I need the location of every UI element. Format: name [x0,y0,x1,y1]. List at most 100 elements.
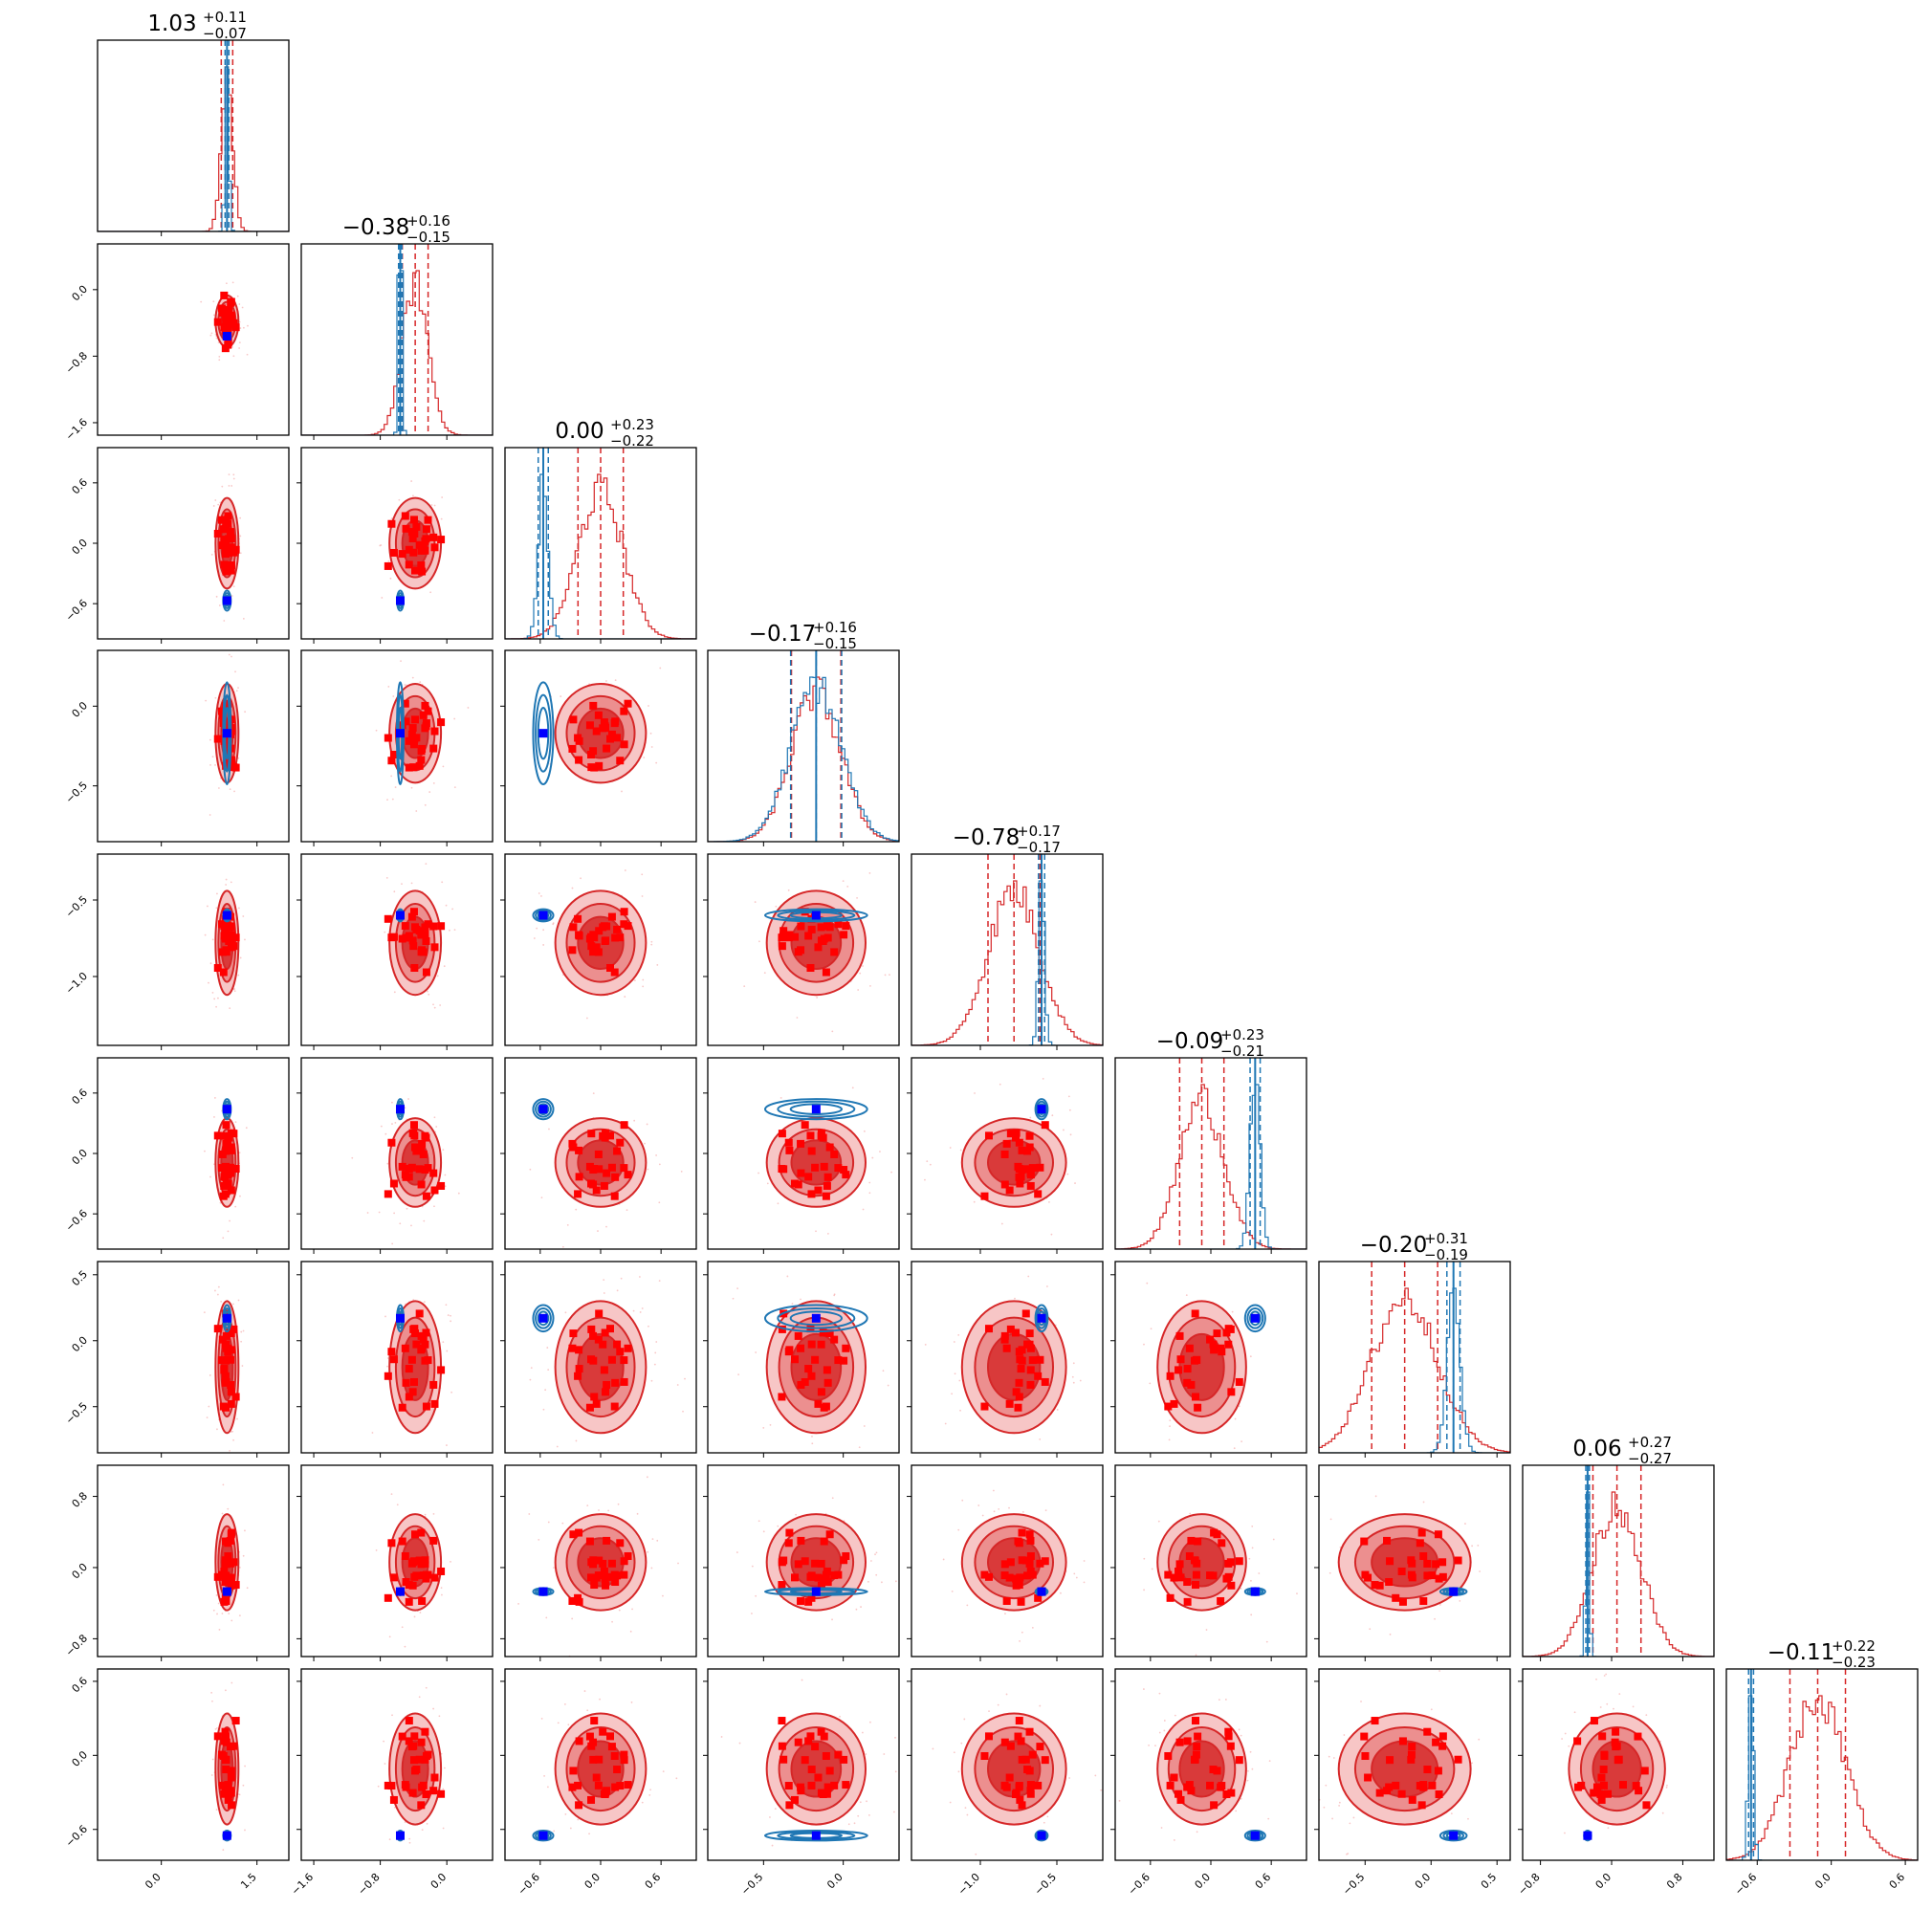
marker-red [217,1164,226,1173]
sample-point-red [662,1770,665,1772]
marker-red [607,1355,616,1364]
sample-point-red [957,1770,960,1773]
sample-point-red [413,1615,416,1618]
marker-red [1192,1717,1200,1725]
marker-red [840,1166,848,1175]
marker-red [624,1781,632,1789]
marker-red [592,1573,601,1582]
panel-frame [97,1057,290,1250]
sample-point-red [536,927,538,930]
marker-red [1416,1539,1424,1548]
sample-point-red [424,803,427,806]
marker-red [1183,1578,1192,1587]
sample-point-red [868,1813,870,1816]
marker-red [419,948,428,956]
marker-red [1428,1781,1437,1789]
marker-red [1021,1309,1030,1318]
sample-point-red [879,1151,881,1153]
histogram-red-0 [98,66,289,231]
marker-red [1397,1567,1406,1575]
panel-title-plus-0: +0.11 [203,9,247,26]
marker-red [1432,1738,1440,1746]
sample-point-red [1168,1438,1171,1441]
marker-red [1025,1143,1034,1152]
marker-truth [1037,1587,1046,1596]
marker-red [419,1335,428,1344]
panel-frame [97,1261,290,1454]
marker-red [410,735,419,743]
marker-red [1392,1593,1400,1602]
sample-point-red [1265,1640,1268,1643]
sample-point-red [542,929,545,932]
sample-point-red [658,1201,661,1204]
sample-point-red [826,1233,829,1235]
sample-point-red [215,907,218,910]
sample-point-red [1374,1495,1377,1498]
sample-point-red [959,1149,962,1152]
marker-red [1590,1789,1598,1797]
marker-truth [538,729,548,738]
marker-red [611,1378,620,1387]
sample-point-red [225,282,228,285]
sample-point-red [1478,1738,1481,1741]
marker-red [421,923,429,932]
marker-red [819,1328,827,1337]
marker-red [592,943,601,952]
marker-red [1023,1571,1032,1580]
sample-point-red [964,1807,967,1810]
panel-5-2 [500,1057,697,1254]
marker-red [822,1192,830,1200]
marker-red [228,1801,236,1810]
marker-red [1000,1335,1009,1344]
x-tick-label-3-0: −0.5 [738,1871,765,1898]
marker-red [1025,1767,1034,1775]
sample-point-red [451,908,454,911]
sample-point-red [1251,1547,1254,1549]
sample-point-red [1471,1545,1474,1548]
sample-point-red [447,1314,450,1316]
panel-frame [1318,1464,1511,1658]
marker-red [589,1180,598,1189]
sample-point-red [235,690,238,692]
marker-red [1235,1557,1243,1566]
sample-point-red [981,1514,984,1517]
sample-point-red [953,1341,955,1343]
marker-red [1419,1596,1428,1605]
sample-point-red [384,1315,386,1318]
sample-point-red [603,1279,605,1282]
sample-point-red [381,597,384,599]
marker-red [219,1751,228,1760]
marker-red [1360,1732,1369,1741]
sample-point-red [1661,1811,1664,1814]
marker-red [822,1751,830,1760]
sample-point-red [1369,1628,1372,1631]
marker-red [801,1377,809,1386]
marker-truth [811,911,821,920]
sample-point-red [1068,1109,1071,1111]
marker-red [221,1372,230,1380]
sample-point-red [542,1408,545,1411]
panel-3-0: −0.50.0 [63,649,290,846]
contour-blue-0 [1034,1830,1049,1842]
sample-point-red [650,746,653,748]
marker-truth [811,1313,821,1323]
marker-red [784,1138,793,1147]
sample-point-red [545,1616,548,1619]
sample-point-red [855,1608,858,1611]
marker-red [225,306,233,315]
sample-point-red [973,1200,976,1203]
panel-title-8: −0.11 [1767,1640,1834,1665]
marker-red [814,1573,823,1582]
sample-point-red [223,620,226,622]
sample-point-red [544,1389,547,1392]
sample-point-red [795,1513,798,1516]
marker-red [1000,1571,1009,1580]
sample-point-red [408,1841,411,1844]
sample-point-red [618,1609,621,1612]
contour-blue-1 [1036,1306,1047,1329]
marker-red [804,1597,813,1606]
sample-point-red [449,929,450,932]
marker-red [620,1756,628,1765]
marker-red [1002,1596,1011,1605]
sample-point-red [244,1829,246,1832]
